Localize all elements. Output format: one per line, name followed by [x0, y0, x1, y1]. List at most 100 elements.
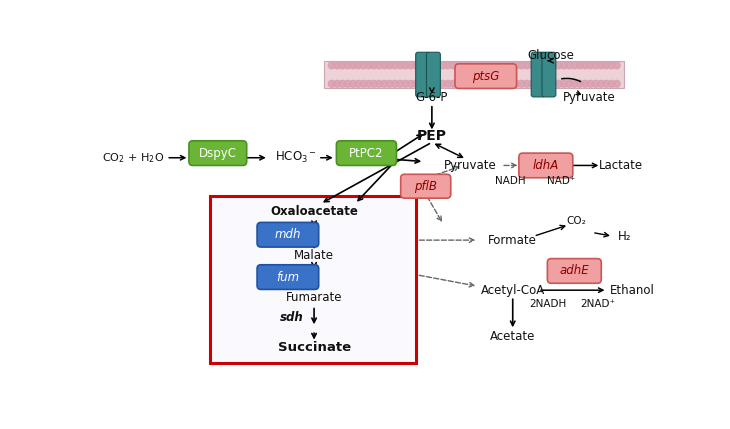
FancyBboxPatch shape — [415, 52, 429, 97]
Text: adhE: adhE — [559, 264, 589, 278]
Circle shape — [350, 80, 356, 87]
Circle shape — [545, 62, 552, 69]
Circle shape — [429, 62, 436, 69]
Circle shape — [566, 80, 572, 87]
Circle shape — [566, 62, 572, 69]
Circle shape — [603, 62, 610, 69]
FancyBboxPatch shape — [426, 52, 440, 97]
Text: DspyC: DspyC — [199, 147, 237, 160]
Circle shape — [334, 80, 340, 87]
Circle shape — [412, 80, 420, 87]
Circle shape — [376, 62, 383, 69]
Text: Malate: Malate — [294, 249, 334, 262]
Circle shape — [407, 80, 415, 87]
Circle shape — [571, 80, 578, 87]
Text: ptsG: ptsG — [472, 69, 499, 83]
Circle shape — [355, 62, 361, 69]
Circle shape — [355, 80, 361, 87]
Circle shape — [386, 62, 393, 69]
Circle shape — [450, 62, 456, 69]
Circle shape — [556, 80, 562, 87]
Text: Ethanol: Ethanol — [610, 284, 655, 297]
Text: HCO$_3$$^-$: HCO$_3$$^-$ — [274, 150, 317, 165]
Circle shape — [460, 62, 467, 69]
FancyBboxPatch shape — [531, 52, 545, 97]
Circle shape — [360, 62, 367, 69]
Text: Lactate: Lactate — [599, 159, 642, 172]
Text: CO$_2$ + H$_2$O: CO$_2$ + H$_2$O — [102, 151, 164, 165]
Circle shape — [423, 62, 430, 69]
Circle shape — [339, 62, 346, 69]
Circle shape — [597, 80, 604, 87]
Circle shape — [597, 62, 604, 69]
Circle shape — [523, 80, 531, 87]
Circle shape — [582, 80, 588, 87]
Circle shape — [550, 62, 557, 69]
Circle shape — [507, 80, 515, 87]
FancyBboxPatch shape — [257, 222, 319, 247]
Text: Formate: Formate — [488, 234, 537, 247]
Circle shape — [576, 62, 583, 69]
Text: PtPC2: PtPC2 — [349, 147, 384, 160]
Circle shape — [497, 62, 504, 69]
Circle shape — [523, 62, 531, 69]
Circle shape — [371, 80, 377, 87]
Circle shape — [460, 80, 467, 87]
Circle shape — [507, 62, 515, 69]
Circle shape — [339, 80, 346, 87]
Circle shape — [592, 62, 599, 69]
Circle shape — [445, 62, 451, 69]
Text: Acetyl-CoA: Acetyl-CoA — [480, 284, 545, 297]
Circle shape — [608, 62, 615, 69]
Circle shape — [365, 62, 372, 69]
Text: Acetate: Acetate — [490, 330, 535, 343]
Circle shape — [487, 80, 493, 87]
Circle shape — [513, 62, 520, 69]
Circle shape — [492, 62, 499, 69]
FancyBboxPatch shape — [455, 64, 517, 88]
Circle shape — [381, 80, 388, 87]
Circle shape — [476, 62, 483, 69]
Circle shape — [334, 62, 340, 69]
Text: Oxaloacetate: Oxaloacetate — [270, 205, 358, 218]
Circle shape — [608, 80, 615, 87]
Circle shape — [487, 62, 493, 69]
Circle shape — [471, 80, 477, 87]
Circle shape — [545, 80, 552, 87]
Text: 2NAD⁺: 2NAD⁺ — [580, 299, 615, 309]
Circle shape — [328, 62, 335, 69]
Circle shape — [582, 62, 588, 69]
Circle shape — [466, 62, 472, 69]
Circle shape — [439, 80, 446, 87]
Circle shape — [571, 62, 578, 69]
Text: H₂: H₂ — [618, 230, 631, 243]
Text: 2NADH: 2NADH — [529, 299, 566, 309]
Circle shape — [587, 80, 593, 87]
Circle shape — [423, 80, 430, 87]
Circle shape — [471, 62, 477, 69]
Text: mdh: mdh — [274, 228, 301, 241]
Text: Pyruvate: Pyruvate — [444, 159, 496, 172]
Circle shape — [381, 62, 388, 69]
Circle shape — [529, 62, 536, 69]
Circle shape — [613, 62, 620, 69]
Circle shape — [328, 80, 335, 87]
FancyBboxPatch shape — [324, 61, 624, 88]
Circle shape — [466, 80, 472, 87]
Circle shape — [360, 80, 367, 87]
Text: G-6-P: G-6-P — [415, 91, 448, 104]
Circle shape — [344, 80, 351, 87]
Circle shape — [434, 80, 441, 87]
Circle shape — [529, 80, 536, 87]
Text: pflB: pflB — [415, 180, 437, 193]
Text: PEP: PEP — [417, 129, 447, 143]
Circle shape — [492, 80, 499, 87]
FancyBboxPatch shape — [210, 196, 417, 363]
Circle shape — [344, 62, 351, 69]
Circle shape — [534, 62, 541, 69]
Text: Fumarate: Fumarate — [286, 291, 342, 305]
FancyBboxPatch shape — [542, 52, 556, 97]
Circle shape — [592, 80, 599, 87]
FancyBboxPatch shape — [189, 141, 247, 166]
Circle shape — [613, 80, 620, 87]
